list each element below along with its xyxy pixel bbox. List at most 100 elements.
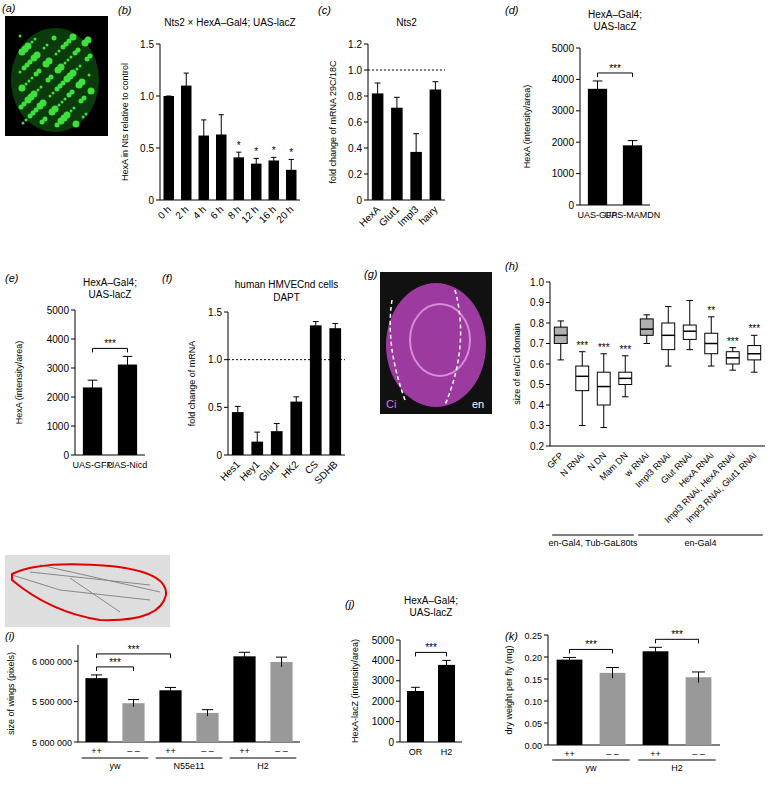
stain [34,52,41,59]
x-tick-label: hairy [417,204,440,227]
median [576,376,589,378]
image-g: (g)Cien [364,268,492,414]
box [726,352,739,364]
y-tick-label: 0.5 [140,143,154,154]
error-cap [219,114,224,115]
x-tick-label: H2 [441,747,453,757]
significance: * [254,146,258,157]
wing-outline [12,564,166,620]
whisker-cap [751,372,757,373]
error-line [416,134,417,170]
panel: (j)HexA–Gal4;UAS-lacZ0100020003000400050… [345,595,462,757]
x-tick-label: ++ [564,749,575,759]
error-line [221,115,222,155]
y-tick [71,455,75,456]
x-tick-label: Hes1 [218,458,243,483]
y-tick [396,701,400,702]
error-line [632,141,633,150]
error-line [396,97,397,118]
y-tick [546,364,550,365]
y-tick [364,122,368,123]
title-line: HexA–Gal4; [404,595,458,606]
bar [686,677,712,745]
stain [28,60,33,65]
y-axis-label: HexA (intensity/area) [522,85,532,169]
group-line [552,535,634,536]
whisker-cap [622,396,628,397]
y-axis-label: HexA-lacZ (intensity/area) [350,639,360,743]
x-tick-label: Mam DN [597,450,629,482]
panel: (b)Nts2 × HexA–Gal4; UAS-lacZ00.51.01.5H… [118,4,300,225]
y-tick-label: 0.5 [530,379,544,390]
error-cap [563,657,576,658]
marks [228,322,345,455]
y-tick-label: 0.4 [348,143,362,154]
y-tick [156,148,160,149]
y-tick-label: 0 [216,450,222,461]
error-line [276,424,277,439]
stain [49,95,52,98]
marks [85,652,292,742]
y-tick [576,79,580,80]
error-bar [239,652,250,660]
stain [52,106,59,113]
median [554,335,567,337]
box [683,325,696,339]
error-line [207,710,208,716]
error-cap [276,657,287,658]
panel-label: (k) [505,630,518,642]
y-tick [364,44,368,45]
bar [164,96,175,200]
y-axis-label: fold change of mRNA [187,341,197,427]
y-tick [396,640,400,641]
y-tick [546,343,550,344]
y-tick-label: 0.25 [524,631,542,641]
error-line [238,152,239,162]
error-bar [128,700,139,707]
panel-label: (d) [505,4,519,16]
stain [58,104,61,107]
wing-image [5,555,170,627]
box [619,372,632,384]
title: Nts2 [396,17,417,28]
significance: ** [707,305,715,316]
error-line [133,700,134,707]
stain [61,81,66,86]
stain [43,117,48,122]
group-line [638,760,715,761]
y-tick-label: 3000 [552,105,575,116]
y-tick-label: 0 [388,737,394,748]
y-tick [544,723,548,724]
significance: *** [727,336,739,347]
y-tick-label: 0.00 [524,741,542,751]
error-bar [692,672,705,683]
bar [430,90,442,201]
y-tick-label: 0.2 [348,169,362,180]
error-line [203,120,204,151]
significance: *** [425,642,437,653]
y-tick [546,302,550,303]
stain [76,48,81,53]
x-tick-label: HK2 [279,458,301,480]
stain [82,96,87,101]
stain [52,92,55,95]
marks [588,81,642,205]
y-tick-label: 0 [568,200,574,211]
error-line [291,159,292,180]
error-bar [563,657,576,661]
error-line [655,647,656,655]
image-a: (a) [2,2,108,136]
title-line: UAS-lacZ [89,289,132,300]
error-cap [692,671,705,672]
bar [391,108,403,200]
x-tick-label: 16 h [257,204,279,226]
error-cap [442,660,451,661]
x-tick-label: HexA [357,203,382,228]
y-tick-label: 2000 [372,696,395,707]
stain [55,123,60,128]
error-cap [202,709,213,710]
error-line [569,657,570,661]
y-tick-label: 0.7 [530,338,544,349]
panel-label: (i) [5,630,15,642]
y-tick-label: 3000 [47,363,70,374]
